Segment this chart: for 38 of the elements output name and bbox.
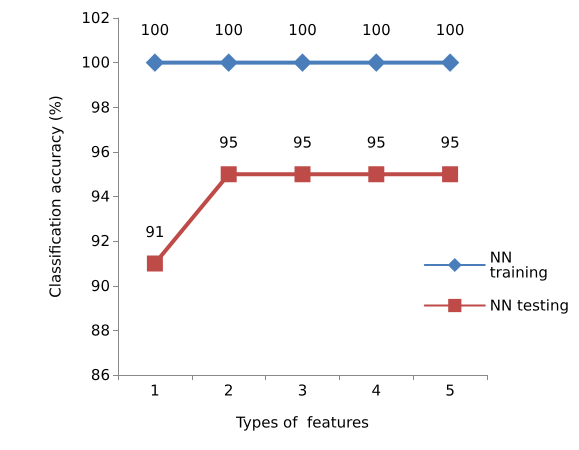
data-label: 100	[288, 21, 317, 40]
point	[220, 54, 238, 72]
y-tick-label: 98	[90, 98, 110, 116]
y-axis-title: Classification accuracy (%)	[46, 95, 64, 298]
point	[368, 166, 384, 182]
point	[220, 166, 237, 182]
x-axis-title: Types of features	[234, 414, 370, 432]
data-label: 100	[140, 21, 170, 40]
data-label: 95	[219, 134, 238, 152]
x-tick-label: 5	[445, 382, 455, 400]
data-label: 100	[362, 21, 391, 40]
x-tick-label: 2	[224, 382, 234, 400]
data-label: 91	[145, 222, 164, 241]
point	[441, 54, 460, 72]
point	[146, 255, 163, 272]
x-tick-label: 4	[372, 382, 382, 400]
x-tick-label: 3	[298, 382, 308, 400]
y-tick-label: 100	[81, 54, 110, 72]
data-label: 95	[366, 134, 386, 152]
point	[442, 166, 458, 182]
point	[367, 54, 386, 72]
legend-label: NN testing	[490, 296, 570, 314]
y-tick-label: 88	[90, 321, 110, 340]
y-tick-label: 86	[90, 366, 110, 384]
point	[146, 54, 164, 72]
legend-label: NN training	[490, 248, 548, 282]
point	[294, 166, 310, 182]
y-tick-label: 90	[90, 276, 110, 295]
point	[294, 54, 312, 72]
y-tick-label: 96	[90, 142, 110, 161]
data-label: 100	[214, 21, 244, 40]
data-label: 95	[292, 134, 312, 152]
data-label: 95	[440, 134, 460, 152]
y-tick-label: 92	[90, 232, 110, 250]
data-label: 100	[436, 21, 464, 40]
y-tick-label: 94	[90, 188, 110, 206]
x-tick-label: 1	[150, 382, 160, 400]
y-tick-label: 102	[81, 9, 110, 27]
